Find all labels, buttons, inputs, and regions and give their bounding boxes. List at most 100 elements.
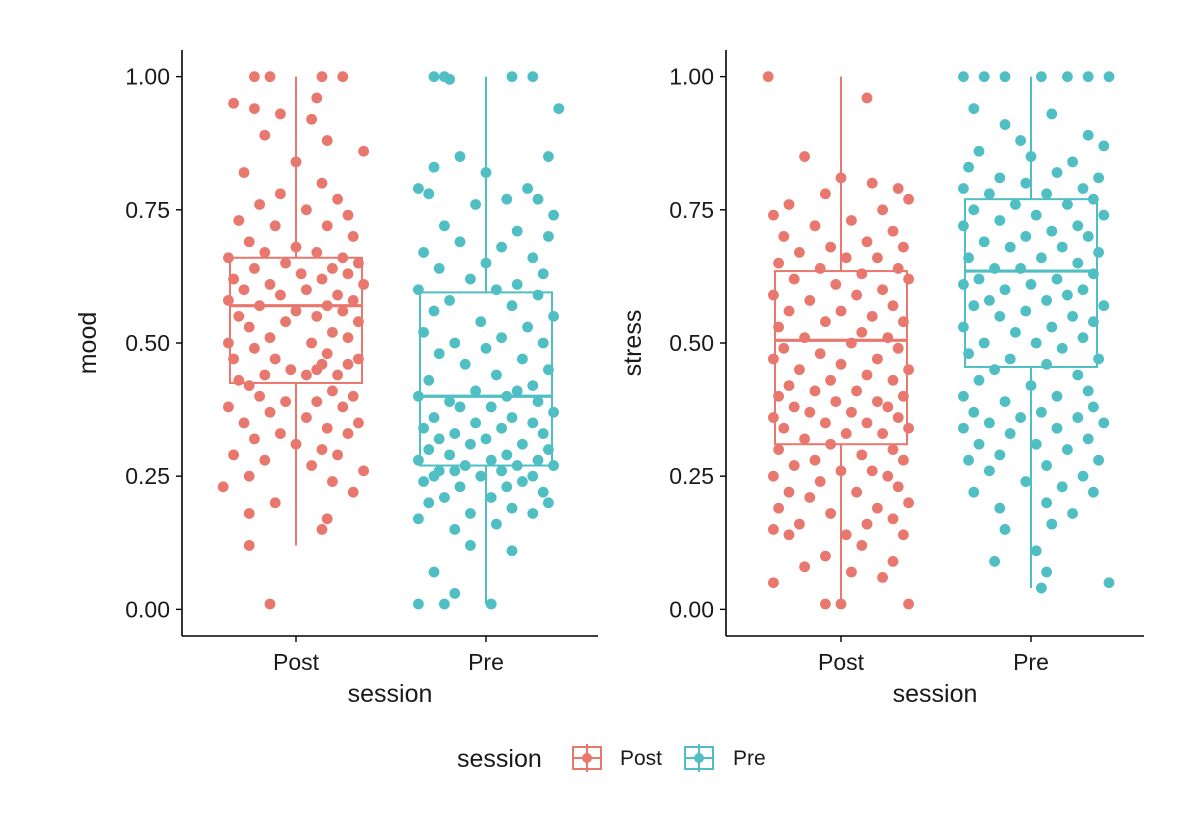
mood-point-pre (449, 428, 461, 439)
stress-point-post (877, 428, 888, 439)
stress-point-pre (994, 310, 1006, 322)
stress-point-post (898, 241, 909, 253)
stress-point-post (872, 502, 883, 514)
mood-point-pre (465, 273, 476, 285)
stress-point-post (866, 177, 878, 189)
mood-point-post (285, 364, 297, 376)
stress-point-post (861, 236, 873, 248)
stress-point-pre (1051, 422, 1063, 434)
stress-point-post (856, 540, 868, 551)
mood-point-post (342, 268, 354, 280)
mood-point-post (327, 326, 338, 338)
mood-box-pre-iqr (419, 291, 553, 467)
stress-point-pre (1041, 497, 1052, 509)
stress-point-post (799, 561, 810, 573)
mood-point-post (321, 220, 333, 232)
mood-point-pre (532, 454, 544, 466)
stress-point-pre (1062, 289, 1073, 301)
stress-point-post (892, 412, 904, 423)
stress-point-post (783, 305, 795, 317)
stress-point-post (903, 364, 914, 376)
stress-point-pre (1010, 199, 1021, 210)
stress-point-pre (989, 364, 1000, 376)
mood-point-pre (527, 380, 539, 392)
mood-point-pre (459, 358, 471, 370)
mood-point-post (311, 310, 323, 322)
stress-point-pre (999, 71, 1011, 83)
stress-point-post (861, 518, 873, 530)
stress-point-post (809, 454, 821, 466)
mood-point-pre (423, 374, 435, 386)
stress-point-post (783, 486, 795, 498)
stress-point-post (773, 321, 784, 333)
mood-point-pre (543, 231, 554, 242)
mood-point-pre (517, 476, 528, 487)
mood-point-pre (423, 444, 435, 455)
stress-point-pre (1088, 486, 1099, 498)
mood-point-pre (527, 417, 539, 429)
stress-panel: 0.00 0.25 0.50 0.75 1.00 Post Pre session stress (619, 50, 1144, 708)
mood-point-post (223, 294, 234, 306)
mood-y-tick-label: 0.75 (125, 197, 170, 223)
mood-x-axis-title: session (348, 680, 433, 708)
stress-point-post (898, 390, 909, 402)
mood-point-pre (480, 167, 492, 178)
mood-point-pre (433, 263, 445, 274)
mood-point-pre (543, 497, 554, 509)
mood-point-post (321, 513, 333, 525)
stress-point-post (814, 476, 826, 487)
stress-point-post (799, 332, 810, 344)
mood-point-post (311, 364, 323, 376)
mood-point-pre (491, 518, 502, 530)
stress-point-post (887, 513, 899, 525)
stress-point-post (830, 279, 842, 290)
stress-point-pre (1088, 268, 1099, 280)
mood-point-pre (439, 220, 450, 232)
stress-point-pre (958, 183, 969, 194)
stress-point-post (804, 294, 816, 306)
stress-point-post (804, 406, 816, 418)
mood-point-pre (548, 406, 559, 418)
stress-point-post (825, 438, 836, 450)
stress-point-post (820, 188, 831, 200)
stress-point-pre (1067, 156, 1078, 168)
mood-point-pre (428, 305, 440, 317)
mood-point-post (264, 406, 276, 418)
mood-point-pre (548, 310, 559, 322)
mood-point-post (347, 390, 359, 402)
stress-point-post (783, 529, 795, 541)
stress-y-tick-label: 1.00 (669, 64, 714, 90)
stress-point-pre (1098, 140, 1110, 152)
stress-point-pre (1004, 428, 1016, 439)
stress-point-post (820, 550, 831, 562)
mood-point-post (301, 284, 312, 296)
mood-point-pre (485, 492, 497, 503)
mood-point-pre (413, 183, 424, 194)
mood-point-pre (480, 257, 492, 269)
stress-point-post (783, 380, 795, 392)
mood-point-pre (444, 294, 455, 306)
stress-point-pre (973, 273, 985, 285)
stress-point-pre (958, 279, 969, 290)
mood-point-post (249, 263, 260, 274)
stress-point-pre (1082, 71, 1094, 83)
mood-point-pre (418, 476, 429, 487)
mood-point-post (342, 358, 354, 370)
stress-point-pre (1062, 444, 1073, 455)
stress-point-pre (1062, 71, 1073, 83)
stress-point-pre (1020, 476, 1032, 487)
mood-point-post (233, 374, 245, 386)
mood-point-post (301, 204, 312, 216)
mood-y-axis-title: mood (74, 312, 102, 375)
stress-point-pre (1046, 108, 1058, 120)
stress-point-pre (999, 396, 1011, 407)
stress-point-post (861, 417, 873, 429)
mood-point-post (306, 460, 317, 471)
mood-point-post (238, 284, 250, 296)
stress-point-pre (968, 103, 980, 114)
stress-point-pre (1056, 241, 1068, 253)
stress-point-post (778, 342, 790, 354)
mood-point-post (311, 92, 323, 104)
mood-point-pre (428, 161, 440, 173)
stress-point-pre (1015, 412, 1026, 423)
